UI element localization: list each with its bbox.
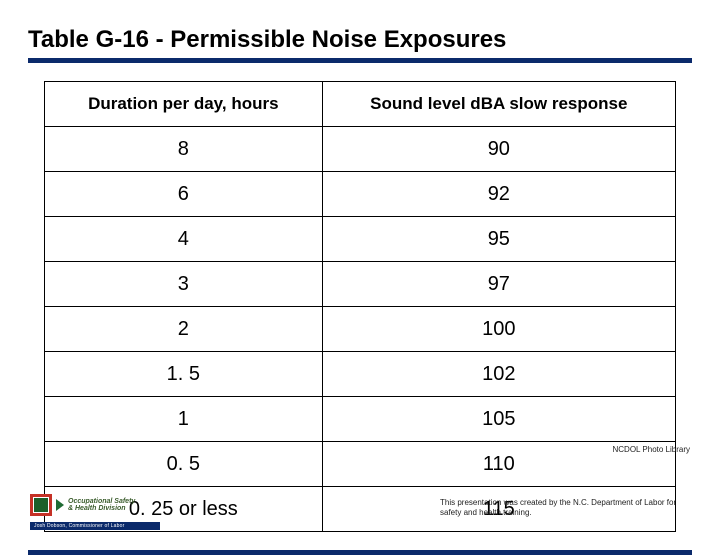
cell-duration: 1 — [45, 397, 323, 442]
cell-sound: 95 — [322, 217, 675, 262]
cell-sound: 102 — [322, 352, 675, 397]
table-container: Duration per day, hours Sound level dBA … — [28, 81, 692, 532]
cell-duration: 1. 5 — [45, 352, 323, 397]
bottom-rule — [28, 550, 692, 555]
cell-duration: 6 — [45, 172, 323, 217]
table-row: 2100 — [45, 307, 676, 352]
logo-text: Occupational Safety & Health Division — [68, 498, 135, 512]
cell-duration: 4 — [45, 217, 323, 262]
cell-duration: 3 — [45, 262, 323, 307]
table-row: 890 — [45, 127, 676, 172]
cell-duration: 0. 5 — [45, 442, 323, 487]
table-row: 495 — [45, 217, 676, 262]
table-row: 692 — [45, 172, 676, 217]
cell-sound: 90 — [322, 127, 675, 172]
table-row: 397 — [45, 262, 676, 307]
logo-mark-inner-icon — [33, 497, 49, 513]
cell-sound: 105 — [322, 397, 675, 442]
title-underline — [28, 58, 692, 63]
noise-exposure-table: Duration per day, hours Sound level dBA … — [44, 81, 676, 532]
cell-sound: 92 — [322, 172, 675, 217]
table-row: 0. 5110 — [45, 442, 676, 487]
logo-line-2: & Health Division — [68, 505, 135, 512]
col-header-duration: Duration per day, hours — [45, 82, 323, 127]
table-header-row: Duration per day, hours Sound level dBA … — [45, 82, 676, 127]
photo-caption: NCDOL Photo Library — [612, 445, 690, 454]
cell-duration: 8 — [45, 127, 323, 172]
table-row: 1. 5102 — [45, 352, 676, 397]
cell-sound: 100 — [322, 307, 675, 352]
slide-title: Table G-16 - Permissible Noise Exposures — [28, 26, 692, 54]
cell-sound: 97 — [322, 262, 675, 307]
logo-mark-icon — [30, 494, 52, 516]
logo-sub-bar: Josh Dobson, Commissioner of Labor — [30, 522, 160, 530]
cell-duration: 2 — [45, 307, 323, 352]
chevron-right-icon — [56, 499, 64, 511]
ncdol-logo: Occupational Safety & Health Division — [30, 490, 160, 520]
logo-line-1: Occupational Safety — [68, 498, 135, 505]
col-header-sound-level: Sound level dBA slow response — [322, 82, 675, 127]
table-row: 1105 — [45, 397, 676, 442]
footer-note: This presentation was created by the N.C… — [440, 498, 690, 518]
